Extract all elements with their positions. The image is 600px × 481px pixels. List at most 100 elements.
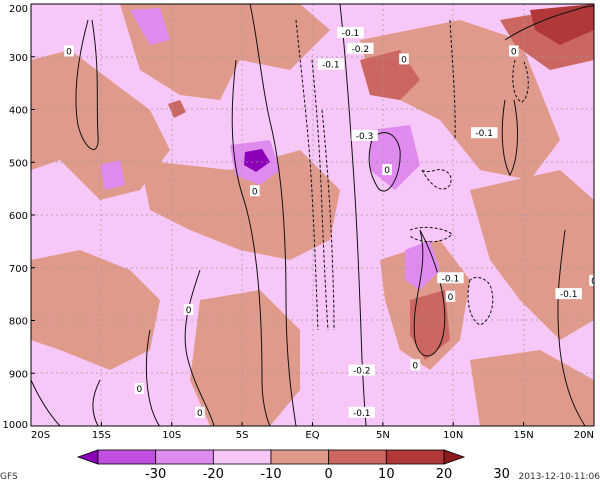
contour-line bbox=[501, 99, 518, 177]
colorbar-tick-label: 30 bbox=[493, 467, 510, 481]
contour-line bbox=[231, 59, 271, 426]
contour-line bbox=[295, 19, 319, 331]
contour-label: -0.1 bbox=[342, 29, 360, 39]
shade-positive bbox=[120, 4, 330, 100]
x-tick-label: 15S bbox=[92, 430, 111, 441]
contour-line bbox=[504, 5, 594, 41]
contour-line bbox=[31, 379, 61, 426]
grid bbox=[31, 4, 594, 426]
contour-label: 0 bbox=[186, 306, 192, 316]
shade-strong-positive bbox=[410, 290, 450, 360]
colorbar-box bbox=[97, 449, 157, 465]
colorbar-tick-label: 0 bbox=[325, 467, 333, 481]
colorbar-tick-label: -20 bbox=[203, 467, 224, 481]
contour-label: 0 bbox=[252, 187, 258, 197]
contour-label-box bbox=[410, 359, 421, 371]
contour-line bbox=[184, 269, 215, 426]
contour-label-box bbox=[382, 164, 392, 176]
shade-strongest-positive bbox=[530, 4, 594, 45]
y-tick-label: 600 bbox=[9, 211, 28, 222]
colorbar-tick-label: 10 bbox=[378, 467, 395, 481]
shade-positive bbox=[31, 250, 160, 370]
contour-label: 0 bbox=[70, 448, 76, 458]
contour-label-box bbox=[445, 290, 456, 302]
contour-label: 0 bbox=[66, 47, 72, 57]
contour-label: -0.1 bbox=[353, 409, 371, 419]
contour-label-box bbox=[183, 303, 194, 315]
timestamp-label: 2013-12-10-11:06 bbox=[519, 472, 600, 481]
contour-label: 0 bbox=[511, 47, 517, 57]
contour-line bbox=[145, 329, 161, 426]
contour-label: -0.1 bbox=[322, 61, 340, 71]
contour-line bbox=[449, 19, 456, 141]
y-tick-label: 200 bbox=[9, 4, 28, 15]
y-axis: 200 300 400 500 600 700 800 900 1000 bbox=[3, 3, 35, 431]
y-tick-label: 900 bbox=[9, 369, 28, 380]
x-tick-label: 20S bbox=[31, 430, 50, 441]
contour-label-box bbox=[589, 274, 594, 286]
contour-label-box bbox=[555, 288, 582, 300]
contour-label: 0 bbox=[137, 385, 143, 395]
x-tick-label: 15N bbox=[514, 430, 534, 441]
contour-label-box bbox=[134, 383, 145, 395]
x-tick-label: 5S bbox=[236, 430, 249, 441]
contour-label-box bbox=[195, 406, 205, 418]
contour-label: -0.1 bbox=[560, 290, 578, 300]
shade-negative bbox=[130, 8, 170, 45]
contour-label-box bbox=[348, 364, 375, 376]
x-tick-label: EQ bbox=[305, 430, 319, 441]
colorbar-tick-label: -30 bbox=[145, 467, 166, 481]
colorbar-box bbox=[328, 449, 387, 465]
colorbar-tick-label: -10 bbox=[260, 467, 281, 481]
contour-line bbox=[512, 59, 529, 103]
y-tick-label: 300 bbox=[9, 53, 28, 64]
contour-line bbox=[421, 169, 452, 190]
contour-label: 0 bbox=[401, 55, 407, 65]
contour-line bbox=[92, 379, 101, 426]
contour-line bbox=[249, 4, 297, 426]
y-tick-label: 700 bbox=[9, 264, 28, 275]
contour-label-box bbox=[399, 53, 409, 65]
contour-line bbox=[75, 19, 99, 150]
contour-label-box bbox=[508, 45, 519, 57]
colorbar-box bbox=[155, 449, 214, 465]
contour-label-box bbox=[351, 129, 378, 141]
colorbar-box bbox=[212, 449, 272, 465]
contour-label-box bbox=[348, 406, 375, 418]
contour-label: -0.3 bbox=[356, 132, 374, 142]
contour-label-box bbox=[347, 42, 374, 54]
colorbar: -30 -20 -10 0 10 20 30 bbox=[76, 449, 510, 481]
contour-label-box bbox=[337, 27, 364, 39]
x-tick-label: 10N bbox=[443, 430, 463, 441]
contour-label: -0.1 bbox=[442, 274, 460, 284]
contour-label: -0.1 bbox=[475, 129, 493, 139]
contour-label: 0 bbox=[591, 277, 597, 287]
y-tick-label: 800 bbox=[9, 317, 28, 328]
contour-label: 0 bbox=[412, 361, 418, 371]
contour-label: 0 bbox=[197, 409, 203, 419]
contour-labels: 0 -0.1 -0.2 -0.1 0 0 -0.3 -0.1 0 0 -0.1 0 -0.1 0 0 -0.2… bbox=[64, 27, 597, 458]
colorbar-end-high bbox=[443, 449, 466, 465]
shade-positive bbox=[190, 290, 300, 426]
contour-label: -0.2 bbox=[352, 45, 370, 55]
colorbar-box bbox=[385, 449, 445, 465]
contour-label-box bbox=[471, 127, 498, 139]
colorbar-box bbox=[270, 449, 330, 465]
contour-line bbox=[311, 59, 329, 331]
shade-positive bbox=[140, 150, 340, 260]
contour-line bbox=[557, 229, 586, 426]
colorbar-end-low bbox=[76, 449, 99, 465]
contour-label-box bbox=[68, 446, 78, 457]
plot-area: 0 -0.1 -0.2 -0.1 0 0 -0.3 -0.1 0 0 -0.1 0 -0.1 0 0 -0.2… bbox=[31, 4, 597, 458]
shade-negative bbox=[100, 160, 125, 190]
contour-label-box bbox=[64, 45, 74, 57]
x-tick-label: 20N bbox=[574, 430, 594, 441]
contour-label-box bbox=[437, 272, 464, 284]
contour-lines bbox=[31, 4, 594, 426]
model-label: GFS bbox=[0, 472, 18, 481]
contour-line bbox=[409, 226, 453, 243]
contour-line bbox=[368, 132, 401, 192]
x-tick-label: 5N bbox=[376, 430, 390, 441]
contour-line bbox=[467, 276, 494, 326]
